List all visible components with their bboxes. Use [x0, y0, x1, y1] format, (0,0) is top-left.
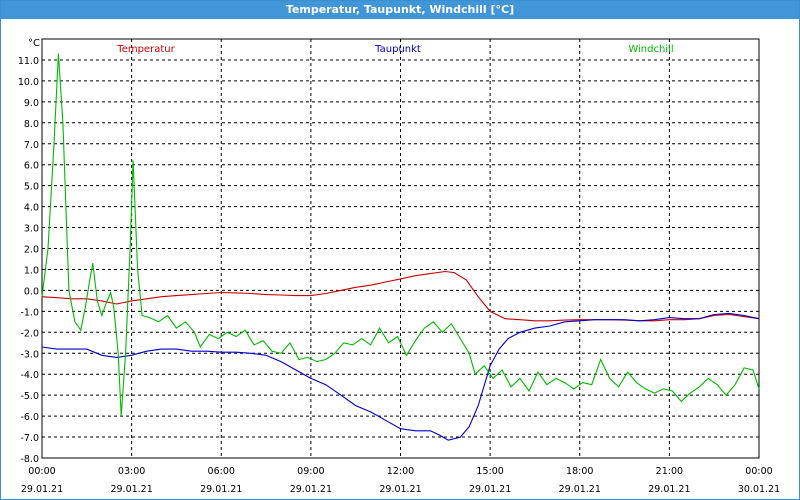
series-line-windchill	[41, 53, 760, 417]
legend-label-temperatur: Temperatur	[116, 44, 175, 55]
legend-label-taupunkt: Taupunkt	[374, 44, 421, 55]
series-line-taupunkt	[41, 312, 760, 441]
x-tick-date-label: 29.01.21	[21, 484, 63, 495]
window-title: Temperatur, Taupunkt, Windchill [°C]	[1, 1, 799, 19]
x-tick-time-label: 00:00	[28, 466, 55, 477]
x-tick-time-label: 06:00	[208, 466, 235, 477]
x-tick-date-label: 29.01.21	[469, 484, 511, 495]
y-tick-label: 2.0	[24, 245, 39, 256]
y-tick-label: -7.0	[20, 433, 39, 444]
x-tick-date-label: 29.01.21	[200, 484, 242, 495]
chart-area: -8.0 -7.0 -6.0 -5.0 -4.0 -3.0 -2.0 -1.0 0.0 1.0 2.…	[18, 38, 780, 495]
y-axis-unit-label: °C	[28, 38, 40, 49]
x-tick-time-label: 12:00	[387, 466, 414, 477]
y-tick-label: 9.0	[24, 98, 39, 109]
y-tick-label: 3.0	[24, 224, 39, 235]
x-tick-date-label: 29.01.21	[559, 484, 601, 495]
y-tick-label: -8.0	[20, 454, 39, 465]
x-tick-date-label: 29.01.21	[110, 484, 152, 495]
x-tick-time-label: 21:00	[656, 466, 683, 477]
y-tick-label: 4.0	[24, 203, 39, 214]
x-tick-date-label: 29.01.21	[290, 484, 332, 495]
y-tick-label: 8.0	[24, 119, 39, 130]
y-tick-label: 7.0	[24, 140, 39, 151]
y-tick-label: -4.0	[20, 370, 39, 381]
x-tick-time-label: 03:00	[118, 466, 145, 477]
x-tick-date-label: 30.01.21	[738, 484, 780, 495]
y-tick-label: -3.0	[20, 349, 39, 360]
x-tick-time-label: 09:00	[297, 466, 324, 477]
x-tick-time-label: 00:00	[745, 466, 772, 477]
x-tick-time-label: 18:00	[566, 466, 593, 477]
y-tick-label: -2.0	[20, 328, 39, 339]
y-tick-label: -5.0	[20, 391, 39, 402]
y-tick-label: 6.0	[24, 161, 39, 172]
x-tick-date-label: 29.01.21	[648, 484, 690, 495]
x-tick-date-label: 29.01.21	[379, 484, 421, 495]
legend-label-windchill: Windchill	[628, 44, 673, 55]
y-tick-label: 1.0	[24, 265, 39, 276]
x-tick-time-label: 15:00	[476, 466, 503, 477]
y-tick-label: 0.0	[24, 286, 39, 297]
y-tick-label: -6.0	[20, 412, 39, 423]
y-tick-label: 5.0	[24, 182, 39, 193]
y-tick-label: -1.0	[20, 307, 39, 318]
y-tick-label: 11.0	[18, 56, 39, 67]
y-tick-label: 10.0	[18, 77, 39, 88]
